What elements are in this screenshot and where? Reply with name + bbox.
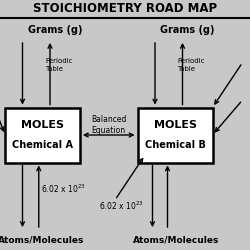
Text: 6.02 x 10$^{23}$: 6.02 x 10$^{23}$ <box>41 182 86 195</box>
Text: Periodic
Table: Periodic Table <box>45 58 72 72</box>
Text: MOLES: MOLES <box>154 120 196 130</box>
Text: Periodic
Table: Periodic Table <box>178 58 205 72</box>
Text: Chemical A: Chemical A <box>12 140 73 149</box>
Bar <box>138 108 212 162</box>
Bar <box>5 108 80 162</box>
Text: Balanced
Equation: Balanced Equation <box>91 115 126 135</box>
Text: Atoms/Molecules: Atoms/Molecules <box>132 236 219 244</box>
Text: Atoms/Molecules: Atoms/Molecules <box>0 236 84 244</box>
Text: Chemical B: Chemical B <box>144 140 206 149</box>
Text: STOICHIOMETRY ROAD MAP: STOICHIOMETRY ROAD MAP <box>33 2 217 15</box>
Text: Grams (g): Grams (g) <box>28 25 82 35</box>
Text: MOLES: MOLES <box>21 120 64 130</box>
Text: 6.02 x 10$^{23}$: 6.02 x 10$^{23}$ <box>99 200 143 212</box>
Text: Grams (g): Grams (g) <box>160 25 214 35</box>
